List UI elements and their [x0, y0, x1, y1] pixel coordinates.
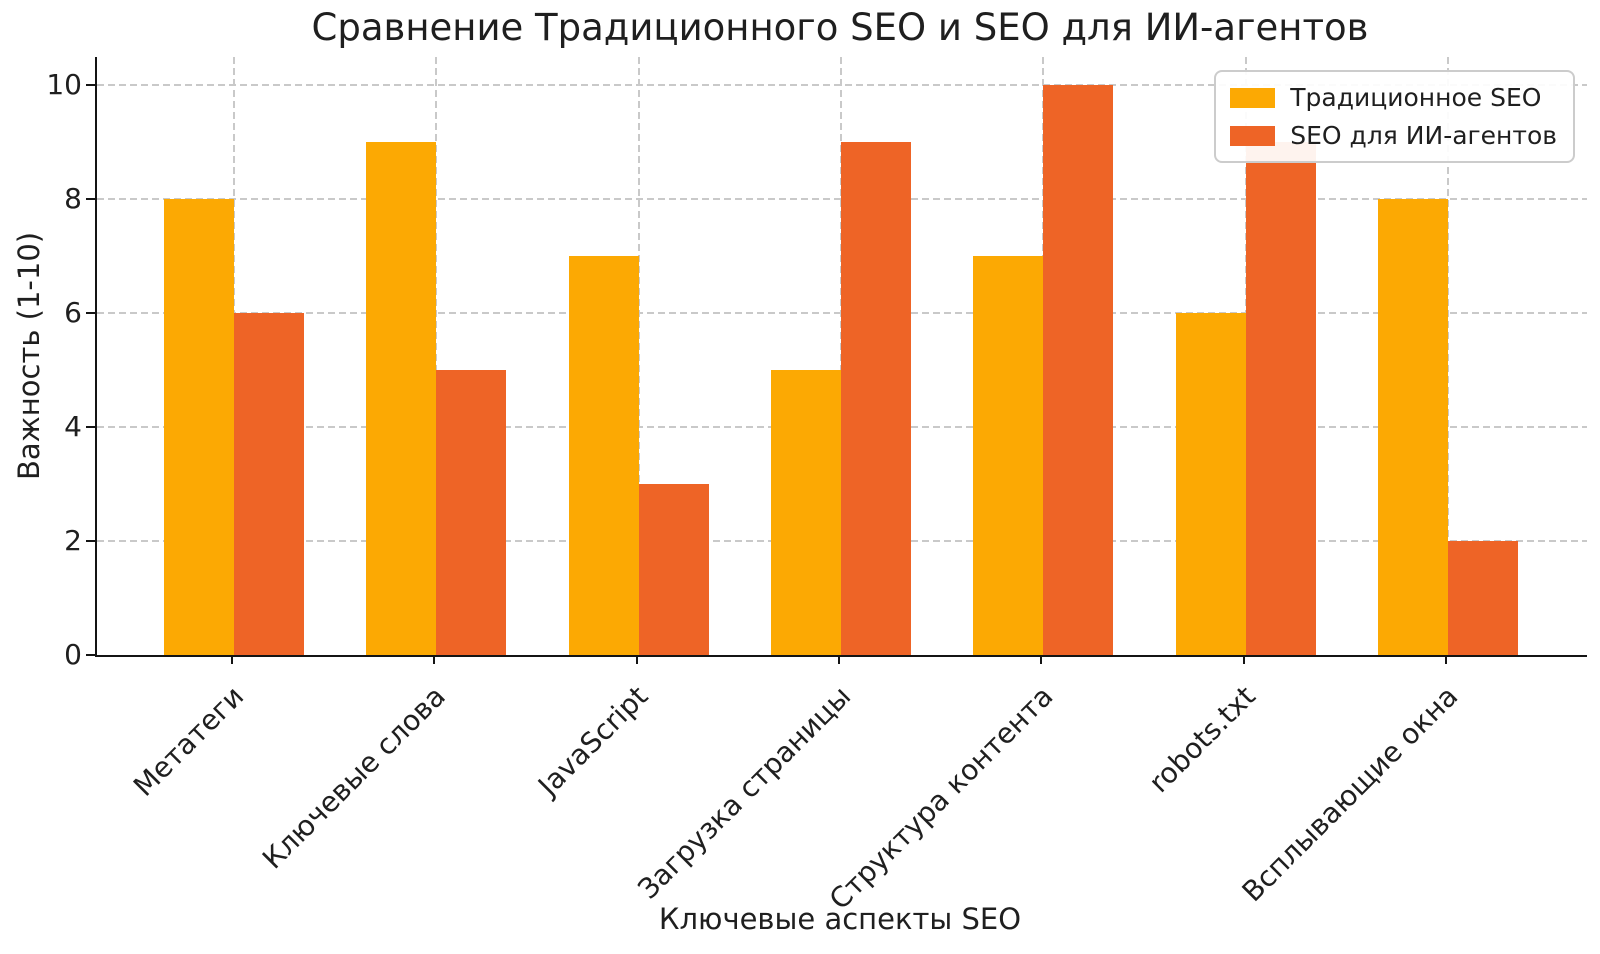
bar-ai-seo-4	[1043, 85, 1114, 655]
gridline-vertical-2	[637, 57, 640, 655]
y-axis-label: Важность (1-10)	[12, 231, 46, 481]
x-tick-label-0: Метатеги	[126, 679, 250, 803]
x-tick-label-6: Всплывающие окна	[1235, 679, 1464, 909]
y-tick-mark-10	[86, 84, 95, 86]
bar-traditional-seo-0	[164, 199, 234, 655]
bar-ai-seo-2	[638, 484, 709, 655]
x-tick-label-5: robots.txt	[1142, 679, 1262, 800]
bar-traditional-seo-4	[973, 256, 1044, 655]
legend-swatch-traditional-seo	[1230, 87, 1276, 108]
bar-traditional-seo-2	[568, 256, 639, 655]
gridline-horizontal-10	[97, 84, 1587, 86]
x-tick-label-4: Структура контента	[822, 679, 1060, 917]
legend-label-ai-seo: SEO для ИИ-агентов	[1290, 121, 1557, 150]
bar-ai-seo-0	[234, 313, 304, 655]
bar-ai-seo-1	[436, 370, 507, 655]
bar-traditional-seo-5	[1175, 313, 1246, 655]
bar-ai-seo-5	[1245, 142, 1316, 655]
y-tick-mark-2	[86, 540, 95, 542]
legend-label-traditional-seo: Традиционное SEO	[1290, 83, 1542, 112]
x-axis-label: Ключевые аспекты SEO	[658, 902, 1022, 936]
y-tick-mark-8	[86, 198, 95, 200]
bar-ai-seo-6	[1447, 541, 1518, 655]
y-tick-mark-6	[86, 312, 95, 314]
bar-ai-seo-3	[840, 142, 911, 655]
gridline-vertical-6	[1446, 57, 1449, 655]
legend-swatch-ai-seo	[1230, 125, 1276, 146]
chart-title: Сравнение Традиционного SEO и SEO для ИИ…	[311, 6, 1369, 49]
legend-item-traditional-seo: Традиционное SEO	[1230, 83, 1557, 112]
legend-item-ai-seo: SEO для ИИ-агентов	[1230, 121, 1557, 150]
legend: Традиционное SEO SEO для ИИ-агентов	[1214, 70, 1575, 163]
y-tick-mark-4	[86, 426, 95, 428]
bar-traditional-seo-1	[366, 142, 437, 655]
plot-area	[95, 57, 1587, 657]
x-tick-label-1: Ключевые слова	[256, 679, 453, 876]
y-tick-mark-0	[86, 654, 95, 656]
bar-traditional-seo-6	[1377, 199, 1448, 655]
x-tick-label-3: Загрузка страницы	[631, 679, 857, 906]
bar-traditional-seo-3	[770, 370, 841, 655]
gridline-vertical-1	[435, 57, 438, 655]
x-tick-label-2: JavaScript	[532, 679, 655, 803]
